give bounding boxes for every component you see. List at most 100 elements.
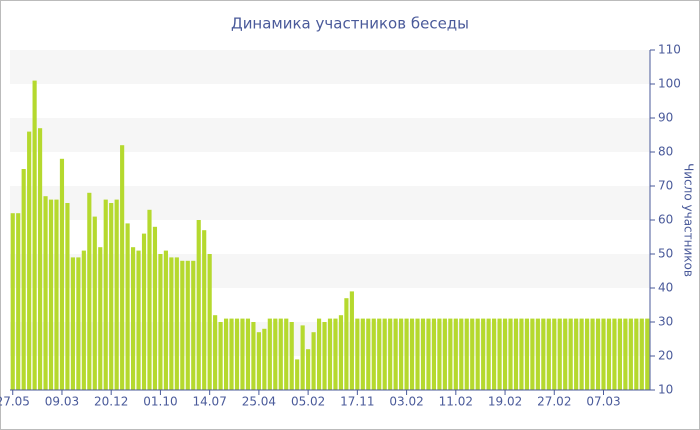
y-tick-label: 100 (658, 77, 681, 91)
chart-title: Динамика участников беседы (231, 15, 469, 33)
bar (27, 131, 32, 390)
bar (300, 325, 305, 390)
bar (38, 128, 43, 390)
bar (563, 318, 568, 390)
bar (524, 318, 530, 390)
bar (574, 318, 579, 390)
bar (338, 315, 344, 390)
bar (470, 318, 475, 390)
bar (65, 203, 70, 390)
y-tick-label: 10 (658, 383, 673, 397)
bar (502, 318, 508, 390)
bar (399, 318, 404, 390)
bar (431, 318, 437, 390)
bar (595, 318, 601, 390)
bar (240, 318, 245, 390)
bar (492, 318, 497, 390)
bar (223, 318, 229, 390)
bar (316, 318, 322, 390)
bar (388, 318, 393, 390)
bar (508, 318, 513, 390)
bar (535, 318, 540, 390)
bar (76, 257, 81, 390)
bar (623, 318, 628, 390)
bar (579, 318, 584, 390)
bar (120, 145, 125, 390)
bar (327, 318, 333, 390)
x-tick-label: 14.07 (192, 395, 226, 409)
y-tick-label: 20 (658, 349, 673, 363)
bar (16, 213, 21, 390)
bar (606, 318, 612, 390)
bar (634, 318, 639, 390)
bar (185, 260, 190, 390)
x-tick-label: 03.02 (389, 395, 423, 409)
y-tick-label: 110 (658, 43, 681, 57)
bar (109, 203, 114, 390)
bar (196, 220, 201, 390)
bar (420, 318, 426, 390)
bar (191, 260, 196, 390)
bar (360, 318, 365, 390)
bar (10, 213, 15, 390)
y-tick-label: 30 (658, 315, 673, 329)
bar (306, 349, 311, 390)
bar (437, 318, 442, 390)
bar (174, 257, 179, 390)
bar (92, 216, 97, 390)
bar (333, 318, 338, 390)
bar (141, 233, 147, 390)
bar (426, 318, 431, 390)
y-tick-label: 70 (658, 179, 673, 193)
bar (601, 318, 606, 390)
bar (169, 257, 174, 390)
bar (207, 254, 212, 390)
x-tick-label: 05.02 (291, 395, 325, 409)
bar (152, 226, 158, 390)
bar (366, 318, 371, 390)
bar (442, 318, 447, 390)
bar (245, 318, 251, 390)
bar (147, 209, 152, 390)
x-tick-label: 11.02 (439, 395, 473, 409)
y-axis-label: Число участников (682, 163, 696, 277)
x-tick-label: 19.02 (488, 395, 522, 409)
grid-band (10, 118, 650, 152)
grid-band (10, 50, 650, 84)
bar (284, 318, 289, 390)
bar (158, 254, 163, 390)
bar (382, 318, 387, 390)
bar (568, 318, 573, 390)
bar (311, 332, 316, 390)
bar (645, 318, 650, 390)
bar (355, 318, 360, 390)
x-tick-label: 17.11 (340, 395, 374, 409)
bar (628, 318, 633, 390)
bar (541, 318, 546, 390)
bar (459, 318, 464, 390)
bar (585, 318, 590, 390)
bar (229, 318, 234, 390)
y-tick-label: 90 (658, 111, 673, 125)
y-tick-label: 80 (658, 145, 673, 159)
bar (180, 260, 185, 390)
bar (519, 318, 524, 390)
bar (98, 247, 103, 390)
bar (617, 318, 622, 390)
x-tick-label: 27.02 (537, 395, 571, 409)
bar (344, 298, 349, 390)
bar (136, 250, 141, 390)
bar (393, 318, 398, 390)
y-tick-label: 40 (658, 281, 673, 295)
y-tick-label: 60 (658, 213, 673, 227)
bar (377, 318, 382, 390)
bar (234, 318, 240, 390)
x-tick-label: 07.03 (586, 395, 620, 409)
bar (59, 158, 65, 390)
bar (87, 192, 92, 390)
bar (415, 318, 420, 390)
bar (202, 230, 207, 390)
bar (295, 359, 300, 390)
bar (475, 318, 480, 390)
bar (163, 250, 168, 390)
